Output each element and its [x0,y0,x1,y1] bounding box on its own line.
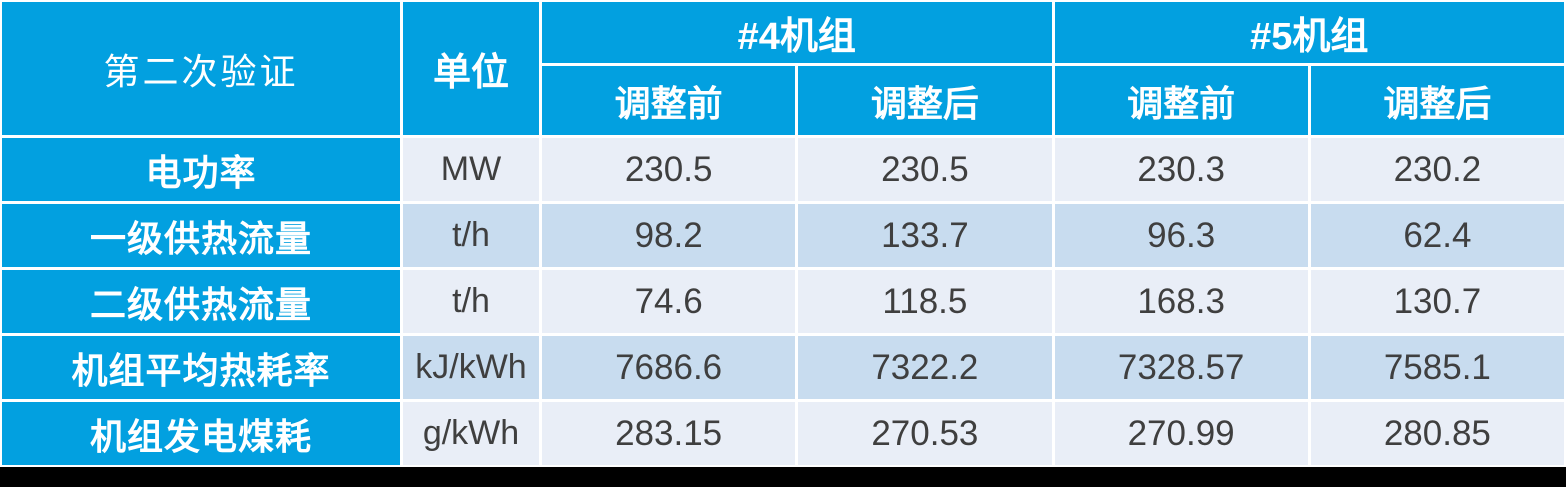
value-cell: 98.2 [542,204,796,267]
value-cell: 7686.6 [542,336,796,399]
group-header-unit4: #4机组 [542,2,1052,63]
value-cell: 230.2 [1310,138,1564,201]
value-cell: 130.7 [1310,270,1564,333]
value-cell: 230.5 [542,138,796,201]
unit-column-header: 单位 [403,2,539,135]
value-cell: 283.15 [542,402,796,465]
unit-cell: t/h [403,204,539,267]
group-header-unit5: #5机组 [1054,2,1564,63]
value-cell: 7585.1 [1310,336,1564,399]
unit-cell: kJ/kWh [403,336,539,399]
value-cell: 7322.2 [798,336,1052,399]
subheader-unit5-after: 调整后 [1310,66,1564,135]
data-table: 第二次验证 单位 #4机组 #5机组 调整前 调整后 调整前 调整后 电功率 M… [0,0,1566,465]
value-cell: 62.4 [1310,204,1564,267]
value-cell: 118.5 [798,270,1052,333]
value-cell: 7328.57 [1054,336,1308,399]
subheader-unit4-after: 调整后 [798,66,1052,135]
row-label-primary-heating-flow: 一级供热流量 [2,204,400,267]
unit-cell: MW [403,138,539,201]
value-cell: 96.3 [1054,204,1308,267]
corner-header-cell: 第二次验证 [2,2,400,135]
value-cell: 133.7 [798,204,1052,267]
subheader-unit4-before: 调整前 [542,66,796,135]
value-cell: 270.53 [798,402,1052,465]
value-cell: 230.5 [798,138,1052,201]
row-label-average-heat-rate: 机组平均热耗率 [2,336,400,399]
row-label-coal-consumption: 机组发电煤耗 [2,402,400,465]
row-label-electric-power: 电功率 [2,138,400,201]
value-cell: 270.99 [1054,402,1308,465]
subheader-unit5-before: 调整前 [1054,66,1308,135]
unit-cell: t/h [403,270,539,333]
value-cell: 230.3 [1054,138,1308,201]
value-cell: 280.85 [1310,402,1564,465]
value-cell: 74.6 [542,270,796,333]
row-label-secondary-heating-flow: 二级供热流量 [2,270,400,333]
value-cell: 168.3 [1054,270,1308,333]
bottom-bar [0,467,1566,487]
unit-cell: g/kWh [403,402,539,465]
